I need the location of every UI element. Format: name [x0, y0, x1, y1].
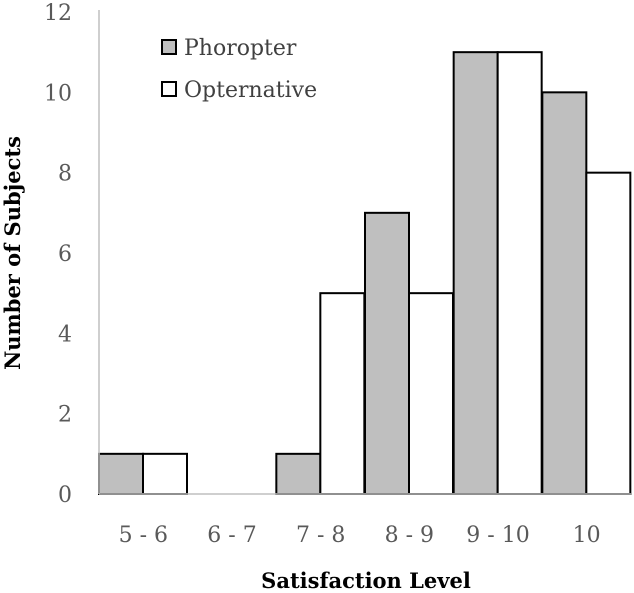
- bar-phoropter-6: [541, 91, 588, 495]
- y-tick-label-8: 8: [58, 162, 72, 187]
- y-tick-label-0: 0: [58, 483, 72, 508]
- x-axis-tick-labels: 5 - 6 6 - 7 7 - 8 8 - 9 9 - 10 10: [119, 523, 601, 548]
- bar-opternative-4: [408, 292, 454, 495]
- bar-phoropter-3: [275, 452, 322, 496]
- bar-marks: [98, 51, 632, 496]
- y-tick-label-2: 2: [58, 403, 72, 428]
- y-tick-label-12: 12: [44, 1, 72, 26]
- x-tick-label-6: 10: [573, 523, 601, 548]
- x-tick-label-2: 6 - 7: [207, 523, 256, 548]
- x-tick-label-5: 9 - 10: [466, 523, 529, 548]
- y-tick-label-6: 6: [58, 242, 72, 267]
- legend-label-phoropter: Phoropter: [184, 36, 297, 61]
- y-tick-label-4: 4: [58, 322, 72, 347]
- bar-opternative-5: [496, 51, 543, 496]
- y-axis-tick-labels: 0 2 4 6 8 10 12: [44, 1, 72, 508]
- x-axis-title: Satisfaction Level: [261, 568, 471, 593]
- legend-swatch-phoropter: [161, 39, 177, 55]
- bar-opternative-1: [142, 452, 188, 496]
- y-tick-label-10: 10: [44, 81, 72, 106]
- bar-opternative-6: [585, 171, 632, 496]
- legend-swatch-opternative: [161, 81, 177, 97]
- bar-phoropter-5: [452, 51, 499, 496]
- bar-phoropter-1: [98, 452, 144, 496]
- bar-phoropter-4: [364, 211, 410, 495]
- x-tick-label-3: 7 - 8: [296, 523, 345, 548]
- bar-opternative-3: [319, 292, 366, 495]
- y-axis-title: Number of Subjects: [0, 136, 25, 370]
- x-tick-label-4: 8 - 9: [385, 523, 434, 548]
- legend: Phoropter Opternative: [161, 36, 317, 103]
- x-tick-label-1: 5 - 6: [119, 523, 168, 548]
- legend-label-opternative: Opternative: [184, 78, 317, 103]
